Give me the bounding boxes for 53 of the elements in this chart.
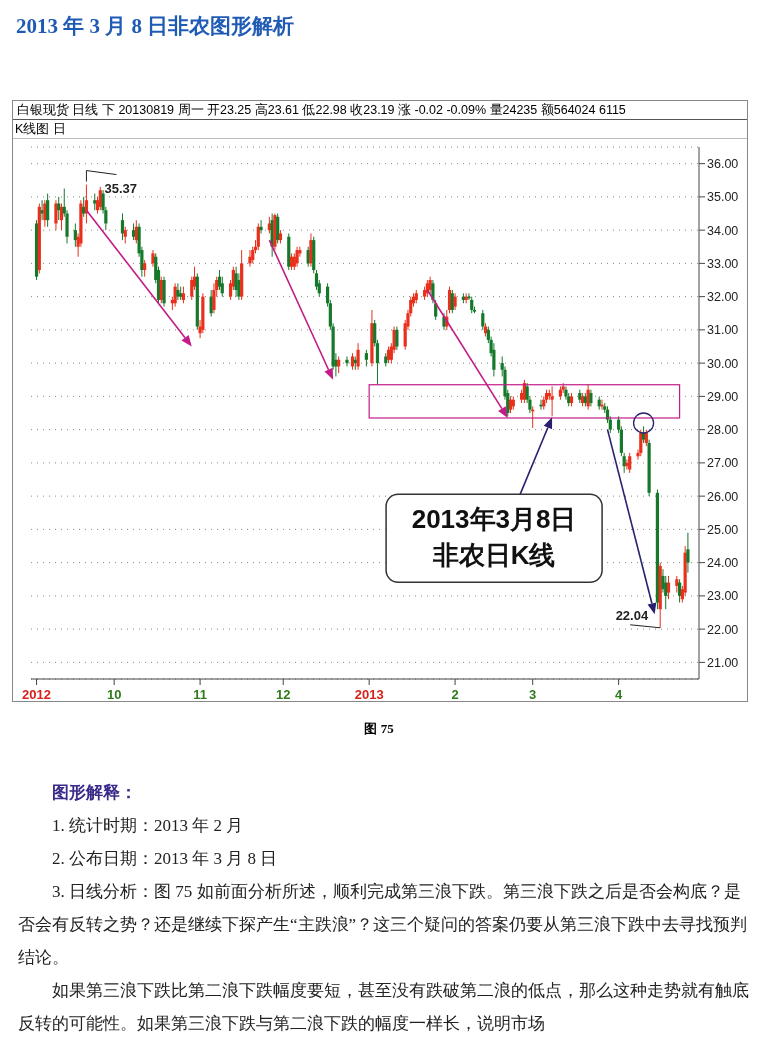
text: 如果第三浪下跌比第二浪下跌幅度要短，甚至没有跌破第二浪的低点，那么这种走势就有触底反转的可能性。如果第三浪下跌与第二浪下跌的幅度一样长，说明市场 [18, 980, 750, 1035]
text: 3. 日线分析：图 75 如前面分析所述，顺利完成第三浪下跌。第三浪下跌之后是否会构底？是否会有反转之势？还是继续下探产生“主跌浪”？这三个疑问的答案仍要从第三浪下跌中去寻找预判结论。 [18, 881, 749, 969]
y-tick-label: 31.00 [707, 323, 739, 338]
y-tick-label: 27.00 [707, 456, 739, 471]
candlestick [162, 276, 166, 308]
candlestick [295, 246, 299, 268]
candlestick [345, 355, 349, 367]
x-tick-label: 2012 [22, 687, 51, 702]
x-tick-label: 2 [451, 687, 459, 702]
caption: 图 75 [363, 720, 395, 738]
candlestick [481, 309, 485, 331]
x-tick-label: 4 [615, 687, 623, 702]
text: 图形解释： [51, 782, 138, 804]
x-tick-label: 3 [529, 687, 537, 702]
y-tick-label: 22.00 [707, 622, 739, 637]
candlestick [46, 193, 50, 228]
text: 白银现货 日线 下 20130819 周一 开23.25 高23.61 低22.98 收23.19 涨 -0.02 -0.09% 量24235 额564024 6115 [13, 101, 747, 120]
annotation: 2013年3月8日 [411, 504, 577, 535]
x-tick-label: 12 [276, 687, 291, 702]
text: 2. 公布日期：2013 年 3 月 8 日 [51, 848, 279, 870]
y-tick-label: 34.00 [707, 223, 739, 238]
y-tick-label: 36.00 [707, 157, 739, 172]
candlestick [248, 249, 252, 268]
annotation: 22.04 [615, 607, 649, 623]
text: K线图 日 [13, 120, 747, 139]
candlestick [259, 219, 263, 234]
candlestick [628, 452, 632, 474]
y-tick-label: 28.00 [707, 423, 739, 438]
y-tick-label: 26.00 [707, 489, 739, 504]
y-tick-label: 32.00 [707, 290, 739, 305]
y-tick-label: 29.00 [707, 389, 739, 404]
annotation: 非农日K线 [431, 540, 556, 571]
candlestick [395, 326, 399, 351]
y-tick-label: 25.00 [707, 522, 739, 537]
candlestick [686, 532, 690, 574]
candlestick [54, 199, 58, 231]
y-tick-label: 35.00 [707, 190, 739, 205]
y-tick-label: 24.00 [707, 556, 739, 571]
candlestick [120, 213, 125, 241]
y-tick-label: 33.00 [707, 256, 739, 271]
candlestick [639, 429, 643, 457]
x-tick-label: 2013 [354, 687, 384, 702]
y-tick-label: 23.00 [707, 589, 739, 604]
candlestick [82, 196, 86, 218]
candlestick [73, 222, 77, 248]
candlestick [40, 199, 44, 221]
x-tick-label: 10 [106, 687, 122, 702]
y-tick-label: 30.00 [707, 356, 739, 371]
text: 1. 统计时期：2013 年 2 月 [51, 815, 245, 837]
y-tick-label: 21.00 [707, 655, 739, 670]
x-tick-label: 11 [193, 687, 207, 702]
annotation: 35.37 [104, 180, 137, 196]
chart-title: 2013 年 3 月 8 日非农图形解析 [16, 13, 295, 40]
